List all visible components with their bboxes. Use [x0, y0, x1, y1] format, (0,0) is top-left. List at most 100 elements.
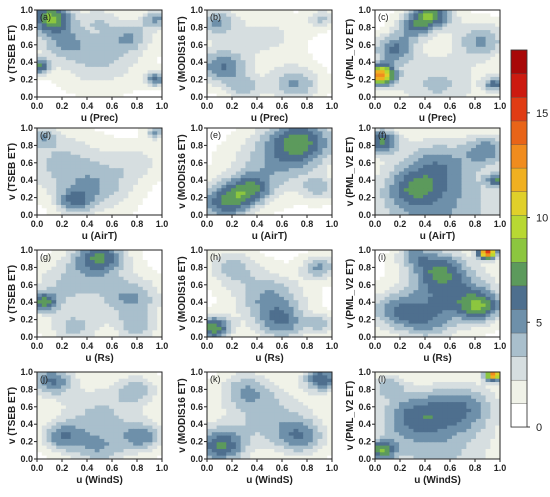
density-cell — [56, 151, 62, 156]
density-cell — [274, 40, 280, 45]
density-cell — [99, 26, 105, 31]
density-cell — [113, 188, 120, 193]
density-cell — [475, 154, 482, 159]
density-cell — [157, 326, 162, 331]
density-cell — [375, 90, 381, 95]
density-cell — [80, 83, 86, 88]
density-cell — [113, 194, 120, 199]
density-cell — [75, 316, 81, 321]
density-cell — [147, 23, 153, 28]
density-cell — [327, 211, 332, 215]
density-cell — [307, 184, 314, 189]
density-cell — [447, 138, 453, 142]
density-cell — [303, 168, 309, 173]
density-cell — [279, 20, 285, 24]
density-cell — [379, 46, 386, 51]
x-tick-label: 0.2 — [226, 101, 239, 111]
density-cell — [133, 300, 139, 305]
density-cell — [70, 208, 77, 213]
density-cell — [207, 63, 213, 68]
density-cell — [51, 23, 57, 28]
density-cell — [466, 138, 472, 142]
density-cell — [312, 188, 319, 193]
density-cell — [288, 250, 295, 254]
density-cell — [399, 138, 405, 142]
density-cell — [403, 208, 410, 213]
density-cell — [451, 171, 458, 176]
density-cell — [423, 43, 429, 48]
density-cell — [418, 16, 424, 21]
density-cell — [250, 250, 256, 254]
density-cell — [461, 181, 467, 186]
density-cell — [298, 63, 304, 68]
density-cell — [211, 148, 218, 153]
density-cell — [322, 161, 328, 166]
density-cell — [142, 198, 149, 203]
density-cell — [403, 36, 410, 41]
density-cell — [442, 141, 448, 146]
density-cell — [41, 263, 48, 268]
density-cell — [413, 76, 419, 81]
density-cell — [133, 204, 139, 209]
density-cell — [408, 93, 415, 97]
density-cell — [274, 144, 280, 149]
density-cell — [51, 138, 57, 142]
density-cell — [128, 93, 134, 97]
density-cell — [207, 16, 213, 21]
density-cell — [456, 80, 463, 85]
density-cell — [157, 36, 162, 41]
density-cell — [255, 171, 261, 176]
density-cell — [142, 313, 149, 318]
density-cell — [279, 191, 285, 196]
density-cell — [303, 134, 309, 139]
density-cell — [226, 151, 232, 156]
density-cell — [37, 171, 43, 176]
density-cell — [451, 144, 458, 149]
density-cell — [375, 164, 381, 169]
density-cell — [250, 171, 256, 176]
density-cell — [104, 300, 110, 305]
density-cell — [283, 144, 290, 149]
density-cell — [259, 144, 266, 149]
density-cell — [423, 33, 429, 38]
density-cell — [128, 316, 134, 321]
density-cell — [250, 46, 256, 51]
density-cell — [37, 60, 43, 65]
density-cell — [327, 174, 332, 179]
density-cell — [427, 194, 434, 199]
density-cell — [403, 66, 410, 71]
density-cell — [418, 144, 424, 149]
density-cell — [89, 86, 96, 91]
density-cell — [65, 168, 72, 173]
density-cell — [142, 63, 149, 68]
density-cell — [471, 151, 477, 156]
density-cell — [216, 204, 223, 209]
density-cell — [137, 80, 144, 85]
density-cell — [298, 198, 304, 203]
density-cell — [56, 273, 62, 278]
density-cell — [61, 293, 67, 298]
density-cell — [147, 20, 153, 24]
density-cell — [461, 168, 467, 173]
density-cell — [408, 16, 415, 21]
density-cell — [274, 70, 280, 75]
density-cell — [133, 250, 139, 254]
density-cell — [317, 10, 323, 14]
density-cell — [211, 198, 218, 203]
density-cell — [384, 208, 391, 213]
density-cell — [128, 50, 134, 55]
density-cell — [447, 191, 453, 196]
density-cell — [298, 138, 304, 142]
density-cell — [442, 181, 448, 186]
density-cell — [240, 161, 247, 166]
density-cell — [207, 158, 213, 163]
density-cell — [46, 80, 53, 85]
density-cell — [399, 128, 405, 132]
density-cell — [375, 171, 381, 176]
density-cell — [51, 26, 57, 31]
density-cell — [307, 250, 314, 254]
density-cell — [264, 46, 271, 51]
density-cell — [152, 16, 158, 21]
density-cell — [375, 204, 381, 209]
density-cell — [70, 168, 77, 173]
